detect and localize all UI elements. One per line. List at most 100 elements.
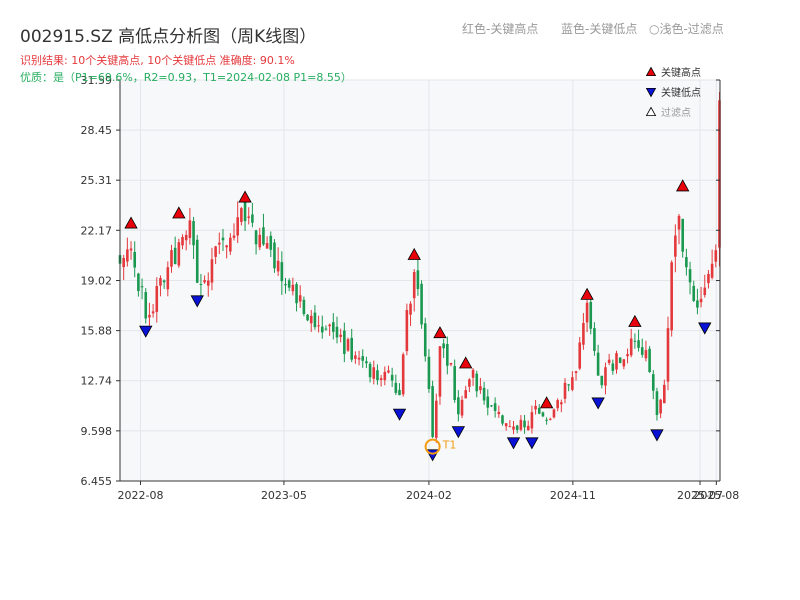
candle-body: [519, 419, 523, 430]
candle-body: [515, 425, 519, 430]
candle-body: [545, 419, 548, 421]
candle-body: [637, 340, 640, 348]
candle-body: [291, 284, 295, 292]
candle-body: [273, 242, 276, 269]
candle-body: [287, 280, 291, 288]
candle-body: [607, 359, 611, 363]
key-low-marker: [591, 397, 605, 410]
candle-body: [622, 359, 626, 367]
candle-body: [122, 257, 125, 268]
candle-body: [354, 355, 357, 359]
candle-body: [217, 242, 221, 245]
candle-body: [420, 283, 423, 325]
candle-body: [398, 389, 401, 396]
candle-body: [615, 353, 618, 370]
candle-body: [563, 382, 567, 399]
candle-body: [343, 330, 346, 354]
quality-text: 优质：是（P1=69.6%，R2=0.93，T1=2024-02-08 P1=8…: [20, 71, 352, 84]
candle-body: [677, 215, 681, 230]
candle-body: [140, 286, 144, 288]
y-tick-label: 28.45: [81, 124, 113, 137]
candle-body: [582, 322, 585, 345]
candle-body: [383, 371, 387, 381]
y-tick-label: 15.88: [81, 325, 113, 338]
candle-body: [368, 363, 372, 378]
candle-body: [313, 312, 317, 328]
key-low-marker: [506, 437, 521, 450]
candle-body: [663, 384, 666, 404]
candles: [118, 91, 721, 443]
candle-body: [221, 237, 225, 241]
candle-body: [170, 250, 173, 267]
candle-body: [177, 242, 181, 266]
candle-body: [328, 324, 331, 327]
candle-body: [504, 423, 508, 427]
candle-body: [574, 371, 578, 373]
candle-body: [640, 347, 644, 355]
candle-body: [464, 390, 468, 399]
candle-body: [361, 356, 365, 361]
t1-ring: [424, 438, 441, 455]
t1-label: T1: [442, 439, 457, 452]
candle-body: [460, 399, 464, 416]
header-legend-red: 红色-关键高点: [462, 22, 539, 36]
candle-body: [346, 339, 350, 351]
x-tick-label: 2022-08: [118, 489, 164, 502]
candle-body: [232, 235, 236, 238]
candle-body: [225, 245, 228, 248]
x-tick-label: 2024-11: [550, 489, 596, 502]
key-low-marker: [698, 322, 712, 335]
candle-body: [560, 402, 563, 405]
key-high-marker: [433, 326, 447, 339]
candle-body: [206, 280, 210, 286]
candle-body: [309, 315, 313, 324]
candle-body: [457, 397, 460, 415]
candle-body: [710, 263, 714, 278]
candle-body: [471, 369, 475, 378]
key-low-marker: [525, 437, 539, 450]
key-point-markers: T1: [124, 179, 712, 462]
candle-body: [394, 382, 398, 393]
candle-body: [482, 387, 486, 401]
y-tick-label: 12.74: [81, 375, 113, 388]
key-high-marker: [539, 396, 554, 409]
legend-marker: [645, 88, 657, 98]
candle-body: [442, 343, 445, 349]
candle-body: [497, 411, 501, 415]
candle-body: [648, 348, 651, 373]
candle-body: [251, 214, 254, 223]
candle-body: [611, 363, 615, 371]
candle-body: [133, 252, 137, 268]
candle-body: [376, 370, 379, 381]
candle-body: [284, 284, 287, 286]
candle-body: [479, 386, 482, 391]
candle-body: [508, 426, 512, 428]
result-text: 识别结果: 10个关键高点, 10个关键低点 准确度: 90.1%: [20, 54, 295, 67]
candle-body: [431, 386, 434, 437]
candle-body: [159, 278, 162, 286]
candle-body: [416, 270, 420, 290]
candle-body: [258, 234, 262, 248]
legend-label: 关键高点: [661, 66, 701, 79]
candle-body: [357, 357, 361, 360]
candle-body: [537, 407, 541, 414]
x-tick-label: 2024-02: [406, 489, 452, 502]
candle-body: [302, 299, 306, 315]
candle-body: [604, 367, 607, 386]
candle-body: [162, 280, 166, 283]
candle-body: [236, 217, 239, 236]
y-tick-label: 19.02: [81, 275, 113, 288]
candle-body: [155, 286, 159, 312]
candle-body: [486, 396, 490, 408]
candle-body: [453, 366, 456, 401]
key-high-marker: [676, 179, 690, 192]
candle-body: [438, 346, 442, 397]
candle-body: [306, 314, 309, 321]
candle-body: [181, 236, 184, 246]
candle-body: [585, 302, 589, 323]
candle-body: [387, 370, 390, 373]
candle-body: [350, 337, 353, 360]
candle-body: [137, 273, 140, 292]
candle-body: [692, 285, 696, 301]
